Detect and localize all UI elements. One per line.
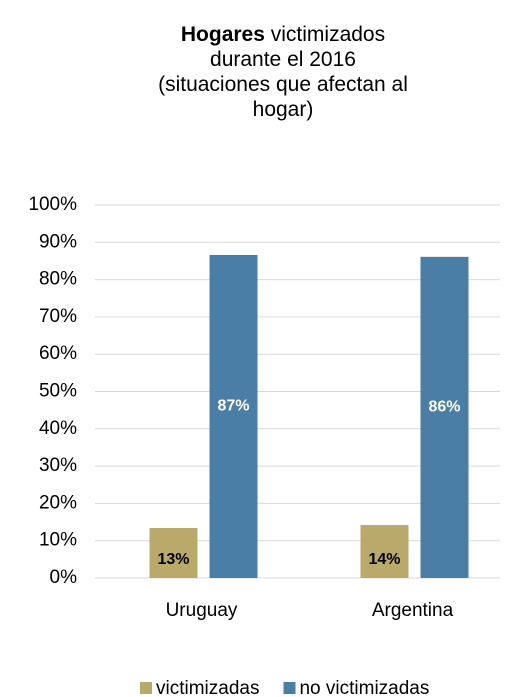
bar	[360, 525, 409, 578]
x-tick-label: Argentina	[372, 600, 454, 621]
y-tick-label: 90%	[39, 231, 77, 252]
y-tick-label: 0%	[50, 567, 78, 588]
legend-swatch	[283, 682, 296, 694]
legend-label: no victimizadas	[299, 678, 429, 697]
y-tick-label: 10%	[39, 530, 77, 551]
y-tick-label: 60%	[39, 343, 77, 364]
y-tick-label: 50%	[39, 381, 77, 402]
title-text: victimizados durante el 2016	[210, 23, 386, 71]
y-tick-label: 40%	[39, 418, 77, 439]
y-tick-label: 30%	[39, 455, 77, 476]
x-tick-label: Uruguay	[166, 600, 238, 621]
bar	[209, 254, 258, 578]
legend-label: victimizadas	[156, 678, 259, 697]
chart-title: Hogares victimizados durante el 2016 (sit…	[145, 22, 421, 122]
subtitle: (situaciones que afectan al hogar)	[158, 73, 408, 121]
y-tick-label: 70%	[39, 306, 77, 327]
bar	[420, 256, 469, 578]
data-label: 86%	[428, 399, 460, 416]
y-tick-label: 20%	[39, 492, 77, 513]
data-label: 13%	[157, 551, 189, 568]
data-label: 87%	[217, 398, 249, 415]
y-tick-label: 100%	[28, 194, 77, 215]
title-bold: Hogares	[180, 23, 265, 46]
data-label: 14%	[368, 551, 400, 568]
legend-swatch	[140, 682, 152, 694]
bar	[149, 528, 198, 578]
y-tick-label: 80%	[39, 269, 77, 290]
